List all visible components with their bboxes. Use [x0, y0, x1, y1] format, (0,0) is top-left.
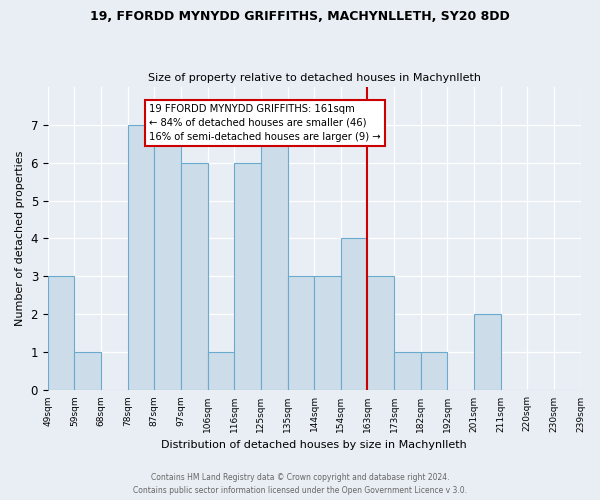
X-axis label: Distribution of detached houses by size in Machynlleth: Distribution of detached houses by size … — [161, 440, 467, 450]
Bar — [261, 124, 287, 390]
Bar — [287, 276, 314, 390]
Bar — [74, 352, 101, 391]
Text: 19 FFORDD MYNYDD GRIFFITHS: 161sqm
← 84% of detached houses are smaller (46)
16%: 19 FFORDD MYNYDD GRIFFITHS: 161sqm ← 84%… — [149, 104, 380, 142]
Bar — [474, 314, 500, 390]
Text: 19, FFORDD MYNYDD GRIFFITHS, MACHYNLLETH, SY20 8DD: 19, FFORDD MYNYDD GRIFFITHS, MACHYNLLETH… — [90, 10, 510, 23]
Bar — [208, 352, 234, 391]
Bar — [394, 352, 421, 391]
Y-axis label: Number of detached properties: Number of detached properties — [15, 151, 25, 326]
Bar — [314, 276, 341, 390]
Text: Contains HM Land Registry data © Crown copyright and database right 2024.
Contai: Contains HM Land Registry data © Crown c… — [133, 474, 467, 495]
Bar — [341, 238, 367, 390]
Bar — [421, 352, 448, 391]
Bar — [154, 124, 181, 390]
Bar — [367, 276, 394, 390]
Title: Size of property relative to detached houses in Machynlleth: Size of property relative to detached ho… — [148, 73, 481, 83]
Bar — [234, 162, 261, 390]
Bar — [48, 276, 74, 390]
Bar — [128, 124, 154, 390]
Bar — [181, 162, 208, 390]
